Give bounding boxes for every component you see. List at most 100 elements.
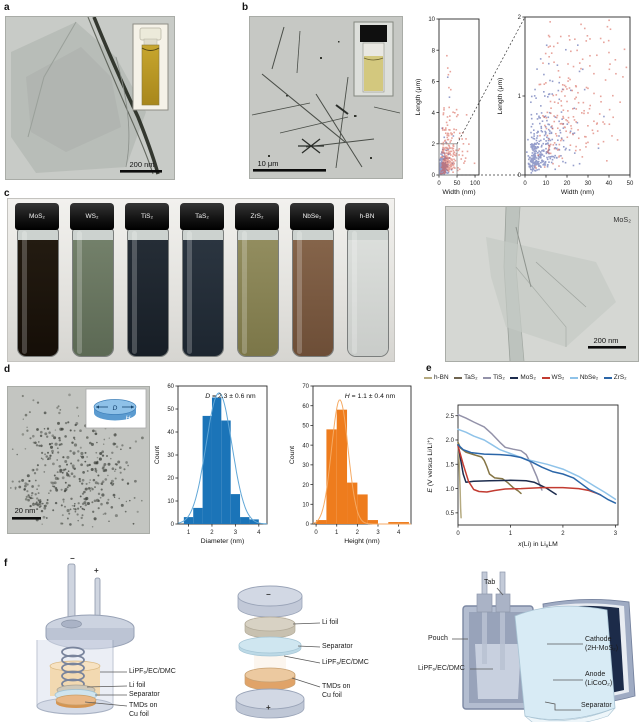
plus-terminal-stack: +	[266, 703, 271, 712]
pouch-cell-schematic	[452, 571, 636, 722]
x-tick-label: 1	[187, 530, 191, 536]
vial-body	[292, 228, 334, 357]
panel-d-scalebar	[12, 517, 41, 520]
voltage-curve-MoS₂	[457, 444, 557, 496]
legend-item: WS₂	[541, 374, 564, 381]
y-tick-label: 30	[302, 463, 309, 469]
axes: 0 10 20 30 40 50 0 1 2	[518, 15, 634, 187]
vial-WS₂: WS₂	[67, 203, 117, 357]
vial-cap: h-BN	[345, 203, 389, 230]
x-tick-label: 3	[376, 530, 380, 536]
vial-body	[72, 228, 114, 357]
voltage-curve-TiS₂	[457, 413, 543, 491]
axes: 0 1 2 3 0.5 1.0 1.5 2.0 2.5	[446, 404, 619, 537]
y-tick-label: 10	[167, 499, 174, 505]
label-lifoil-cell: Li foil	[129, 682, 146, 689]
label-pouch: Pouch	[428, 635, 448, 642]
scatter-points-long-wide	[534, 19, 628, 169]
vial-dispersion	[18, 240, 58, 356]
label-cathode-2: (2H-MoS₂)	[585, 645, 619, 652]
label-tab: Tab	[484, 579, 496, 586]
voltage-curve-WS₂	[457, 445, 602, 496]
vial-NbSe₂: NbSe₂	[287, 203, 337, 357]
y-tick-label: 1.5	[446, 462, 455, 468]
hist-diameter-bars	[183, 397, 259, 524]
panel-e-legend: h-BN TaS₂ TiS₂ MoS₂ WS₂ NbSe₂ ZrS₂	[424, 374, 640, 381]
y-tick-label: 4	[432, 111, 436, 117]
y-tick-label: 30	[167, 453, 174, 459]
x-axis-title: Width (nm)	[442, 189, 475, 196]
panel-letter-e: e	[426, 363, 432, 374]
legend-label: ZrS₂	[613, 374, 627, 381]
panel-c-tem-scalebar-text: 200 nm	[593, 336, 618, 345]
legend-item: TiS₂	[483, 374, 505, 381]
x-tick-label: 3	[234, 530, 238, 536]
x-tick-label: 0	[523, 181, 527, 187]
x-tick-label: 40	[606, 181, 613, 187]
y-axis-title: Length (μm)	[415, 79, 422, 116]
vial-cap: MoS₂	[15, 203, 59, 230]
debris-specks	[268, 41, 372, 159]
mos2-flake	[486, 237, 616, 347]
coin-cell-stack-schematic	[235, 585, 321, 719]
y-axis-title: E (V versus Li/Li⁺)	[427, 437, 434, 492]
label-separator-pouch: Separator	[581, 702, 612, 709]
y-tick-label: 0	[171, 522, 175, 528]
panel-a-scalebar	[120, 170, 162, 173]
minus-terminal-stack: −	[266, 590, 271, 599]
x-tick-label: 3	[614, 531, 618, 537]
plus-terminal: +	[94, 566, 99, 575]
y-tick-label: 1	[518, 94, 522, 100]
panel-letter-a: a	[4, 2, 10, 13]
vial-dispersion	[348, 240, 388, 356]
legend-label: TiS₂	[493, 374, 505, 381]
y-tick-label: 50	[302, 424, 309, 430]
top-cap	[237, 585, 303, 607]
legend-swatch	[510, 376, 519, 379]
vial-cap: TaS₂	[180, 203, 224, 230]
panel-letter-b: b	[242, 2, 249, 13]
vial-MoS₂: MoS₂	[12, 203, 62, 357]
y-tick-label: 20	[302, 483, 309, 489]
leader-lines	[84, 671, 128, 707]
label-tmds-stack-2: Cu foil	[322, 692, 342, 699]
hist-height-annotation: H = 1.1 ± 0.4 nm	[345, 393, 396, 400]
axes: 0 50 100 0 2 4 6 8 10	[428, 17, 480, 187]
y-axis-title: Length (μm)	[497, 78, 504, 115]
tmd-disk-stack	[244, 667, 296, 683]
vial-label: MoS₂	[29, 213, 45, 220]
voltage-curve-TaS₂	[457, 441, 522, 495]
legend-item: MoS₂	[510, 374, 536, 381]
nanowire-cluster	[298, 104, 349, 154]
vial-dispersion	[238, 240, 278, 356]
tab-collar-right	[495, 593, 511, 613]
separator-disk-stack	[238, 636, 302, 654]
zoom-connector-top	[456, 16, 526, 144]
x-tick-label: 10	[543, 181, 550, 187]
x-tick-label: 20	[564, 181, 571, 187]
label-electrolyte-pouch: LiPF₆/EC/DMC	[418, 665, 465, 672]
bottom-cap	[235, 688, 305, 710]
x-tick-label: 1	[509, 531, 513, 537]
vial-label: TiS₂	[140, 213, 154, 220]
y-tick-label: 8	[432, 48, 436, 54]
flake-dark-ridge	[92, 17, 160, 175]
vial-TiS₂: TiS₂	[122, 203, 172, 357]
vial-label: TaS₂	[195, 213, 209, 220]
vial-cap: WS₂	[70, 203, 114, 230]
vial-label: WS₂	[85, 213, 99, 220]
panel-b-scalebar	[253, 169, 326, 172]
panel-b-tem-image: 10 μm	[249, 16, 403, 179]
x-tick-label: 0	[437, 181, 441, 187]
panel-letter-c: c	[4, 188, 10, 199]
y-tick-label: 10	[302, 502, 309, 508]
li-foil-disk-stack	[244, 616, 296, 632]
panel-c-vial-photo: MoS₂ WS₂ TiS₂ TaS₂ ZrS₂ NbSe₂ h-BN	[7, 198, 395, 362]
panel-a-scalebar-text: 200 nm	[129, 160, 154, 169]
legend-swatch	[569, 376, 578, 379]
y-tick-label: 2.5	[446, 414, 455, 420]
y-tick-label: 70	[302, 384, 309, 390]
disk-side	[94, 407, 136, 421]
